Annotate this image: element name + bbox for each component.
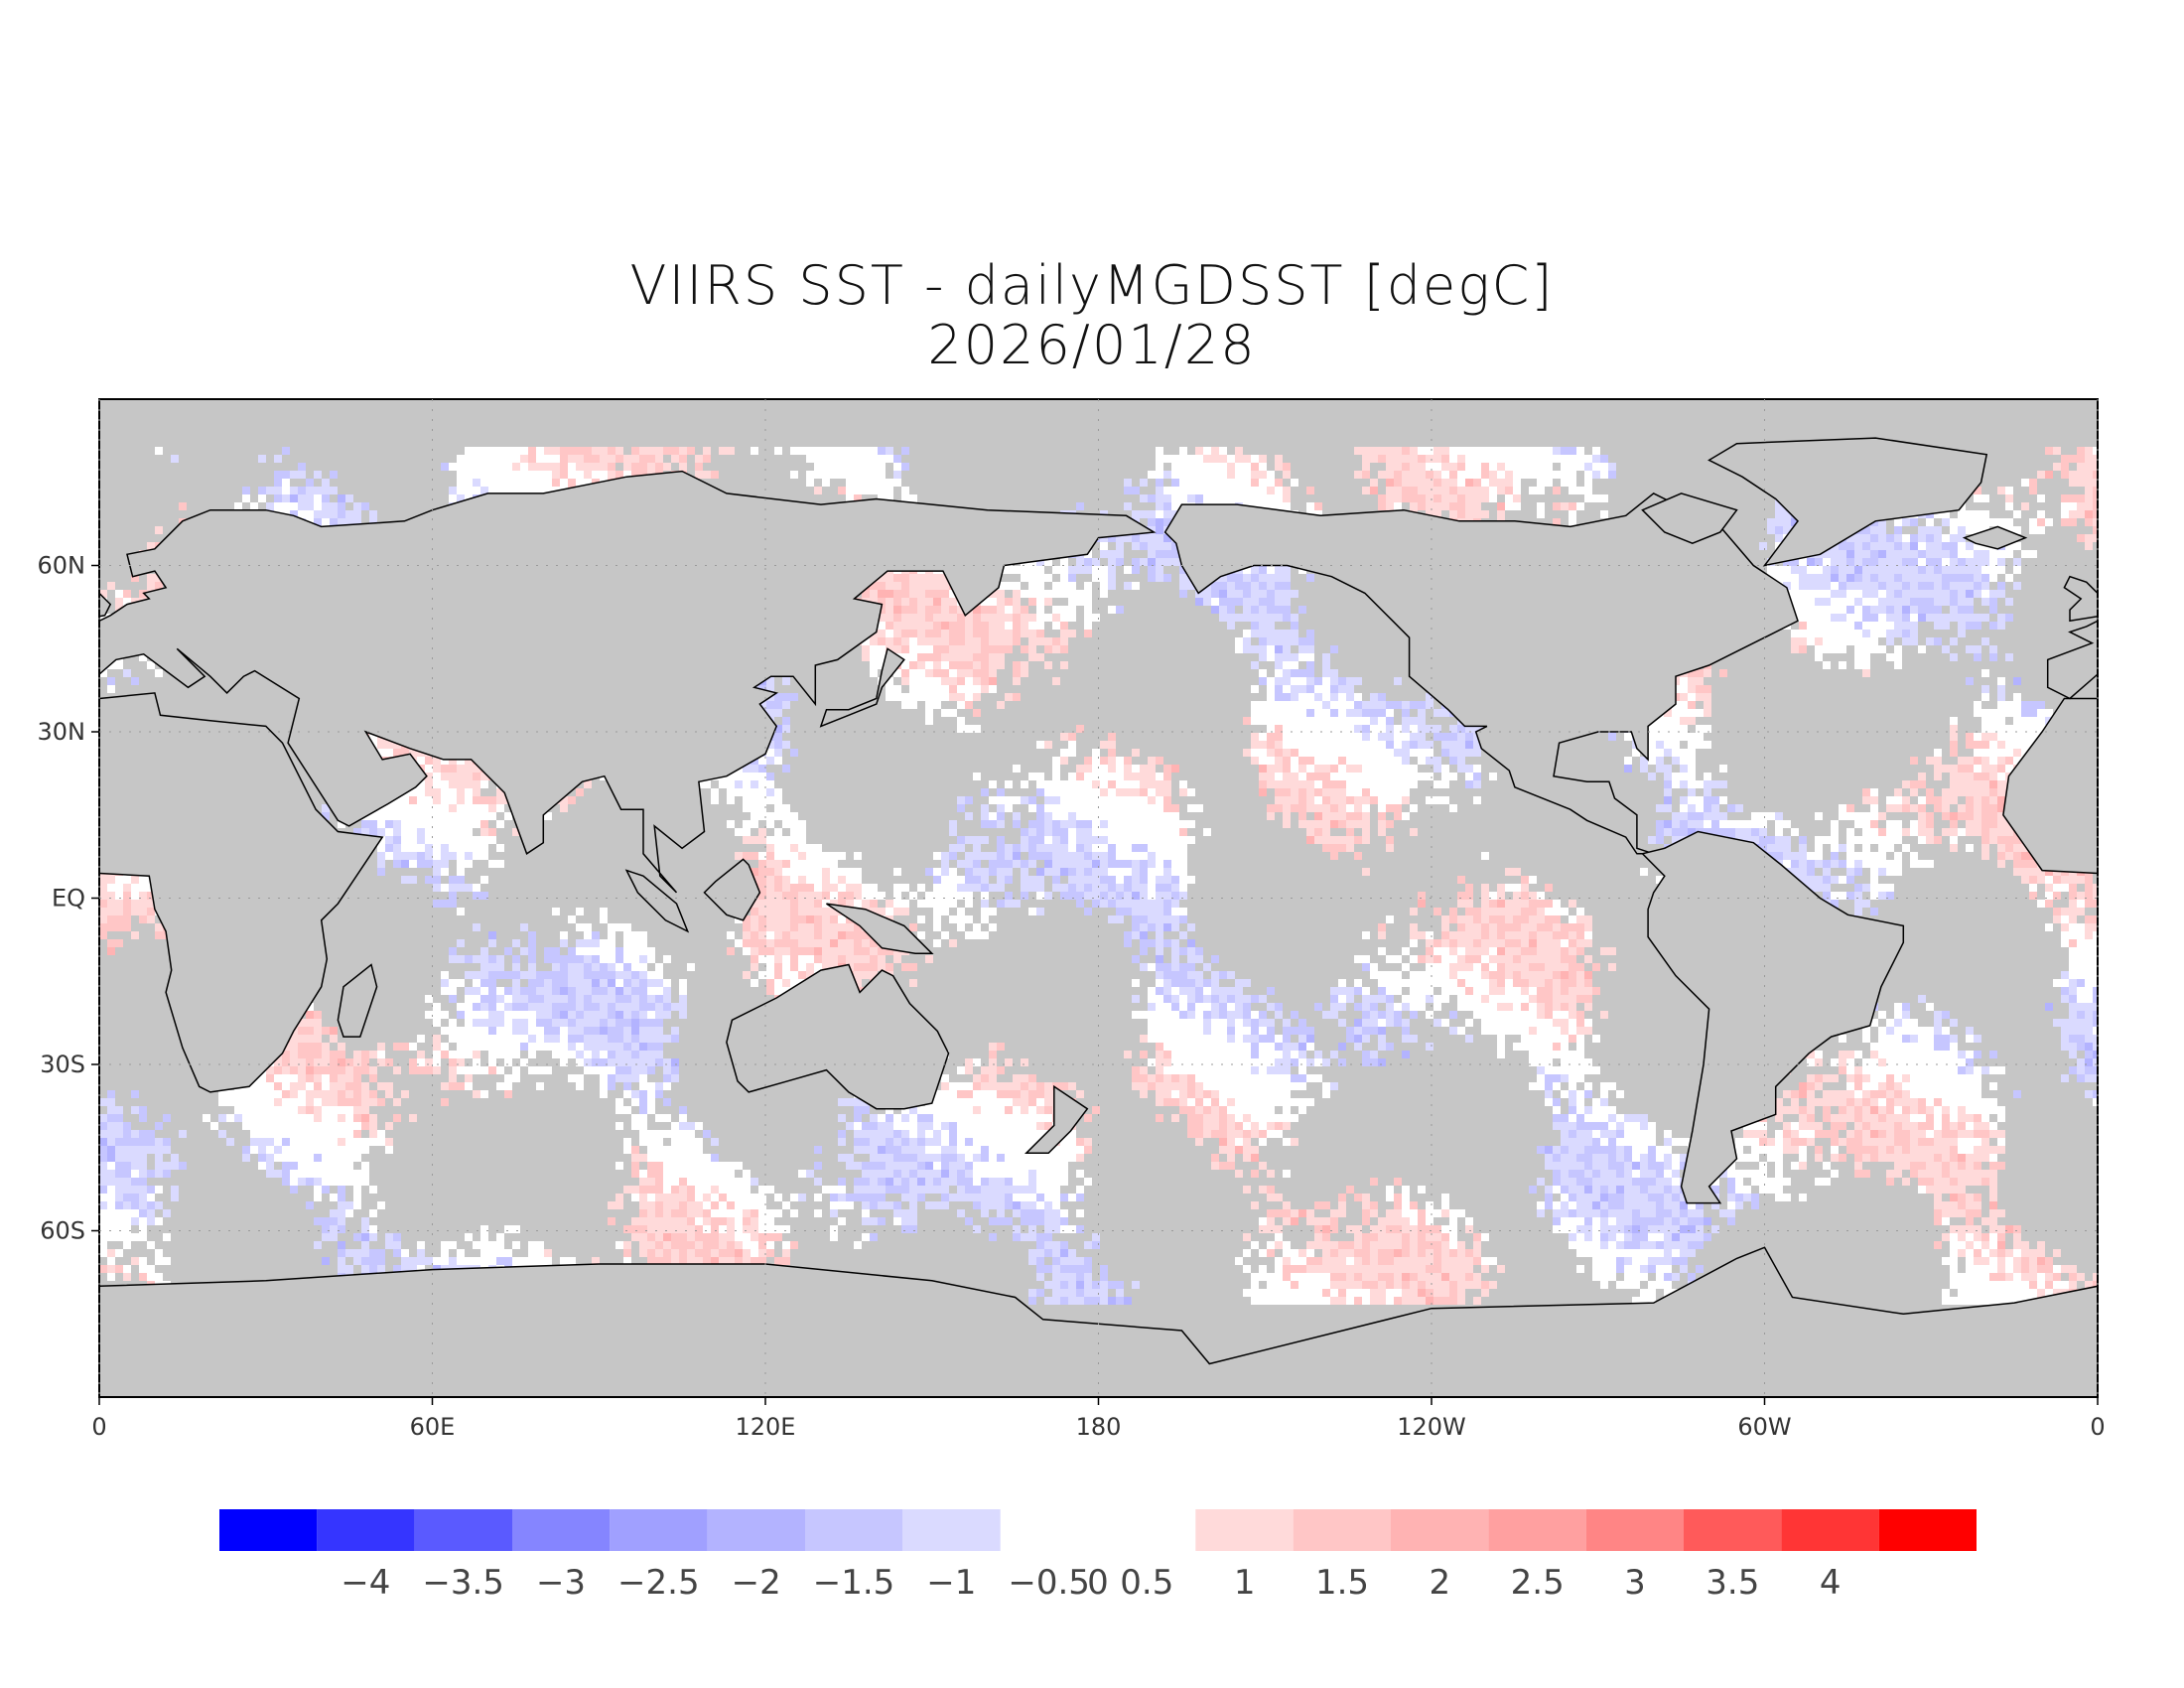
lat-tick-label: 60N [38,552,86,580]
colorbar-swatch-positive [1585,1509,1684,1551]
new-zealand-landmass [1024,1084,1089,1155]
colorbar-swatch-negative [902,1509,1001,1551]
colorbar-label: 1 [1234,1563,1256,1603]
plot-area [0,398,2099,1398]
uk-landmass [2063,575,2098,623]
greenland-landmass [1707,437,1988,567]
colorbar-swatch-positive [1391,1509,1489,1551]
colorbar-label: −3.5 [422,1563,504,1603]
colorbar-label: 0 [1087,1563,1109,1603]
eurasia-landmass [99,470,1157,894]
map-title: VIIRS SST - dailyMGDSST [degC] [629,254,1555,317]
colorbar-swatch-positive [1293,1509,1391,1551]
colorbar-label: 4 [1820,1563,1842,1603]
colorbar-label: −2.5 [617,1563,700,1603]
colorbar-label: 2 [1430,1563,1451,1603]
colorbar-label: 2.5 [1511,1563,1565,1603]
lon-tick-label: 0 [2090,1413,2105,1441]
colorbar-label: −1 [926,1563,976,1603]
africa-landmass [99,692,384,1093]
colorbar-label: −4 [341,1563,390,1603]
land-layer [0,437,2098,1397]
colorbar-swatch-negative [219,1509,318,1551]
lon-tick-label: 180 [1076,1413,1122,1441]
australia-landmass [726,963,950,1110]
colorbar-label: 1.5 [1315,1563,1369,1603]
lon-tick-label: 120E [736,1413,796,1441]
map-date: 2026/01/28 [927,314,1257,376]
colorbar: −4 −3.5 −3 −2.5 −2 −1.5 −1 −0.50 0.5 1 1.5 2 2.5 3 3.5… [219,1509,1977,1603]
sumatra-landmass [624,869,690,933]
lat-tick-label: 30S [40,1051,85,1078]
colorbar-swatch-positive [1878,1509,1977,1551]
new-guinea-landmass [826,903,934,955]
iceland-landmass [1962,525,2028,550]
antarctica-landmass [99,1246,2098,1397]
colorbar-swatch-negative [707,1509,805,1551]
japan-landmass [819,647,905,728]
longitude-axis: 0 60E 120E 180 120W 60W 0 [91,399,2106,1441]
madagascar-landmass [337,963,378,1038]
colorbar-swatch-negative [512,1509,611,1551]
colorbar-swatch-negative [414,1509,512,1551]
latitude-axis: 60N 30N EQ 30S 60S [38,552,2098,1245]
colorbar-swatch-positive [1781,1509,1879,1551]
colorbar-swatch-negative [610,1509,708,1551]
lon-tick-label: 60E [410,1413,456,1441]
lon-tick-label: 0 [91,1413,106,1441]
colorbar-swatch-positive [1684,1509,1782,1551]
colorbar-label: −2 [732,1563,781,1603]
uk-landmass [99,592,112,618]
borneo-landmass [703,858,761,921]
colorbar-label: −3 [536,1563,586,1603]
lon-tick-label: 60W [1737,1413,1791,1441]
baffin-landmass [1641,492,1738,545]
colorbar-swatch-positive [1195,1509,1294,1551]
colorbar-label: 3 [1624,1563,1646,1603]
colorbar-label: −1.5 [813,1563,895,1603]
iceland-landmass [0,526,27,548]
colorbar-label: −0.5 [1008,1563,1090,1603]
colorbar-label: 3.5 [1706,1563,1759,1603]
lat-tick-label: EQ [52,885,85,913]
lat-tick-label: 30N [38,718,86,746]
colorbar-label: 0.5 [1120,1563,1173,1603]
south-america-landmass [1641,830,1905,1204]
eurasia-landmass [2046,620,2098,700]
africa-landmass [2002,697,2098,875]
colorbar-swatch-negative [317,1509,415,1551]
colorbar-swatch-positive [1488,1509,1586,1551]
colorbar-swatch-negative [805,1509,903,1551]
lon-tick-label: 120W [1397,1413,1466,1441]
lat-tick-label: 60S [40,1217,85,1245]
